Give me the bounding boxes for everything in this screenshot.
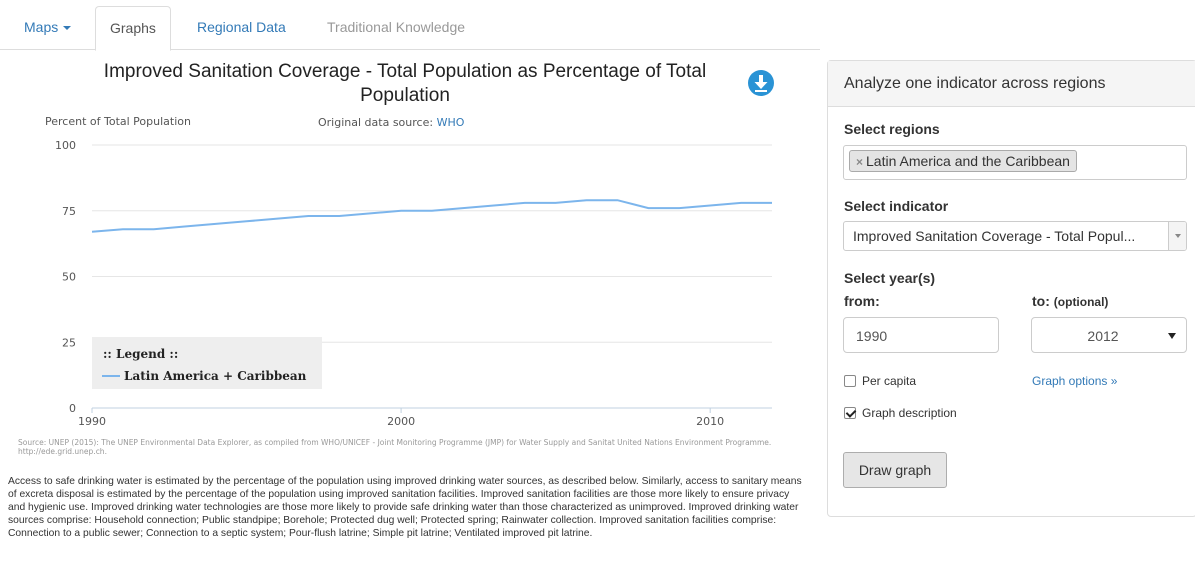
y-tick-label: 100 <box>55 139 76 152</box>
per-capita-label: Per capita <box>862 374 917 388</box>
x-tick-label: 2010 <box>696 415 724 428</box>
select-regions-label: Select regions <box>844 121 940 137</box>
caret-down-icon <box>1168 333 1176 339</box>
indicator-select[interactable]: Improved Sanitation Coverage - Total Pop… <box>843 221 1187 251</box>
per-capita-checkbox[interactable]: Per capita <box>844 374 916 388</box>
series-line <box>91 199 772 233</box>
region-tag: × Latin America and the Caribbean <box>849 150 1077 172</box>
to-year-select[interactable]: 2012 <box>1031 317 1187 353</box>
y-tick-label: 75 <box>62 205 76 218</box>
download-icon[interactable] <box>748 70 774 96</box>
y-tick-label: 0 <box>69 402 76 415</box>
x-tick-label: 2000 <box>387 415 415 428</box>
region-tag-label: Latin America and the Caribbean <box>866 153 1070 169</box>
tab-graphs[interactable]: Graphs <box>95 6 171 51</box>
remove-tag-icon[interactable]: × <box>856 155 864 169</box>
graph-options-link[interactable]: Graph options » <box>1032 374 1118 388</box>
line-chart: Percent of Total Population Original dat… <box>45 115 772 428</box>
legend: :: Legend :: Latin America + Caribbean <box>92 337 322 389</box>
chevron-down-icon <box>1168 222 1186 250</box>
y-tick-label: 50 <box>62 271 76 284</box>
series-group <box>91 199 772 233</box>
graph-description-label: Graph description <box>862 406 957 420</box>
from-year-input[interactable]: 1990 <box>843 317 999 353</box>
data-source-link[interactable]: WHO <box>437 116 465 129</box>
analyze-panel: Analyze one indicator across regions Sel… <box>827 60 1195 517</box>
x-axis-ticks: 1990 2000 2010 <box>78 408 724 428</box>
tab-graphs-label: Graphs <box>110 20 156 36</box>
y-axis-ticks: 0 25 50 75 100 <box>55 139 76 415</box>
nav-tabs: Maps Graphs Regional Data Traditional Kn… <box>0 0 820 51</box>
to-year-value: 2012 <box>1087 328 1119 344</box>
to-label-text: to: <box>1032 293 1050 309</box>
legend-box <box>92 337 322 389</box>
legend-entry-latin-america: Latin America + Caribbean <box>124 369 307 383</box>
data-source-label: Original data source: <box>318 116 433 129</box>
panel-title: Analyze one indicator across regions <box>828 61 1195 107</box>
x-tick-label: 1990 <box>78 415 106 428</box>
tab-traditional-knowledge[interactable]: Traditional Knowledge <box>313 6 479 51</box>
graph-description-checkbox[interactable]: Graph description <box>844 406 957 420</box>
to-optional-text: (optional) <box>1053 295 1109 309</box>
select-indicator-label: Select indicator <box>844 198 949 214</box>
from-label: from: <box>844 293 880 309</box>
regions-multiselect[interactable]: × Latin America and the Caribbean <box>843 145 1187 180</box>
tab-maps[interactable]: Maps <box>10 6 85 51</box>
indicator-select-value: Improved Sanitation Coverage - Total Pop… <box>853 228 1136 244</box>
to-label: to: (optional) <box>1032 293 1108 309</box>
tab-regional-data[interactable]: Regional Data <box>183 6 300 51</box>
y-axis-label: Percent of Total Population <box>45 115 191 128</box>
source-note: Source: UNEP (2015): The UNEP Environmen… <box>18 438 772 456</box>
checkbox-checked-icon <box>844 407 856 419</box>
data-source-line: Original data source: WHO <box>318 116 465 129</box>
tab-regional-data-label: Regional Data <box>197 19 286 35</box>
y-tick-label: 25 <box>62 336 76 349</box>
tab-maps-label: Maps <box>24 19 59 35</box>
tab-traditional-knowledge-label: Traditional Knowledge <box>327 19 466 35</box>
caret-down-icon <box>63 26 72 31</box>
draw-graph-button[interactable]: Draw graph <box>843 452 947 488</box>
checkbox-icon <box>844 375 856 387</box>
graph-description-text: Access to safe drinking water is estimat… <box>8 476 802 539</box>
select-years-label: Select year(s) <box>844 270 936 286</box>
chart-title: Improved Sanitation Coverage - Total Pop… <box>103 61 707 106</box>
legend-title: :: Legend :: <box>103 347 178 361</box>
